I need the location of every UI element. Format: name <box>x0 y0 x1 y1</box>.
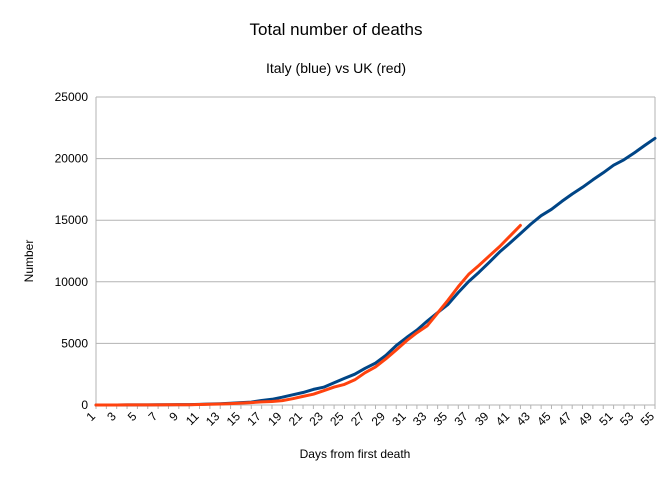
x-tick-label: 17 <box>244 409 264 429</box>
x-tick-label: 49 <box>576 409 596 429</box>
y-tick-label: 0 <box>81 398 88 412</box>
x-axis-ticks: 1 3 5 7 9 11 13 15 17 19 21 23 25 27 29 31 33 35 37 39 41 43 4… <box>83 409 657 429</box>
series-lines <box>94 136 657 407</box>
x-tick-label: 45 <box>534 409 554 429</box>
x-tick-label: 35 <box>431 409 451 429</box>
x-tick-label: 7 <box>146 409 161 424</box>
x-tick-label: 23 <box>307 409 327 429</box>
x-tick-label: 39 <box>472 409 492 429</box>
chart-title: Total number of deaths <box>250 20 423 39</box>
x-tick-label: 11 <box>183 409 202 428</box>
y-tick-label: 10000 <box>55 275 89 289</box>
x-tick-label: 43 <box>514 409 534 429</box>
x-tick-label: 27 <box>348 409 368 429</box>
series-line-1 <box>94 223 522 407</box>
x-tick-label: 31 <box>389 409 409 429</box>
x-tick-label: 41 <box>493 409 513 429</box>
x-tick-label: 29 <box>369 409 389 429</box>
x-tick-label: 1 <box>83 409 98 424</box>
x-tick-label: 19 <box>265 409 285 429</box>
gridlines <box>95 96 656 409</box>
y-axis-label: Number <box>22 240 36 283</box>
y-tick-label: 15000 <box>55 213 89 227</box>
x-tick-label: 15 <box>224 409 244 429</box>
y-axis-ticks: 0 5000 10000 15000 20000 25000 <box>55 90 89 412</box>
x-tick-label: 55 <box>638 409 658 429</box>
x-tick-label: 53 <box>617 409 637 429</box>
chart-subtitle: Italy (blue) vs UK (red) <box>266 60 406 76</box>
x-tick-label: 21 <box>286 409 306 429</box>
series-line-0 <box>94 136 657 407</box>
y-tick-label: 5000 <box>61 336 88 350</box>
x-tick-label: 5 <box>125 409 140 424</box>
x-tick-label: 33 <box>410 409 430 429</box>
x-tick-label: 47 <box>555 409 575 429</box>
y-tick-label: 25000 <box>55 90 89 104</box>
x-tick-label: 37 <box>451 409 471 429</box>
x-tick-label: 51 <box>596 409 616 429</box>
x-tick-label: 9 <box>166 409 181 424</box>
x-axis-label: Days from first death <box>300 447 411 461</box>
y-tick-label: 20000 <box>55 152 89 166</box>
x-tick-label: 3 <box>104 409 119 424</box>
x-tick-label: 25 <box>327 409 347 429</box>
x-tick-label: 13 <box>203 409 223 429</box>
